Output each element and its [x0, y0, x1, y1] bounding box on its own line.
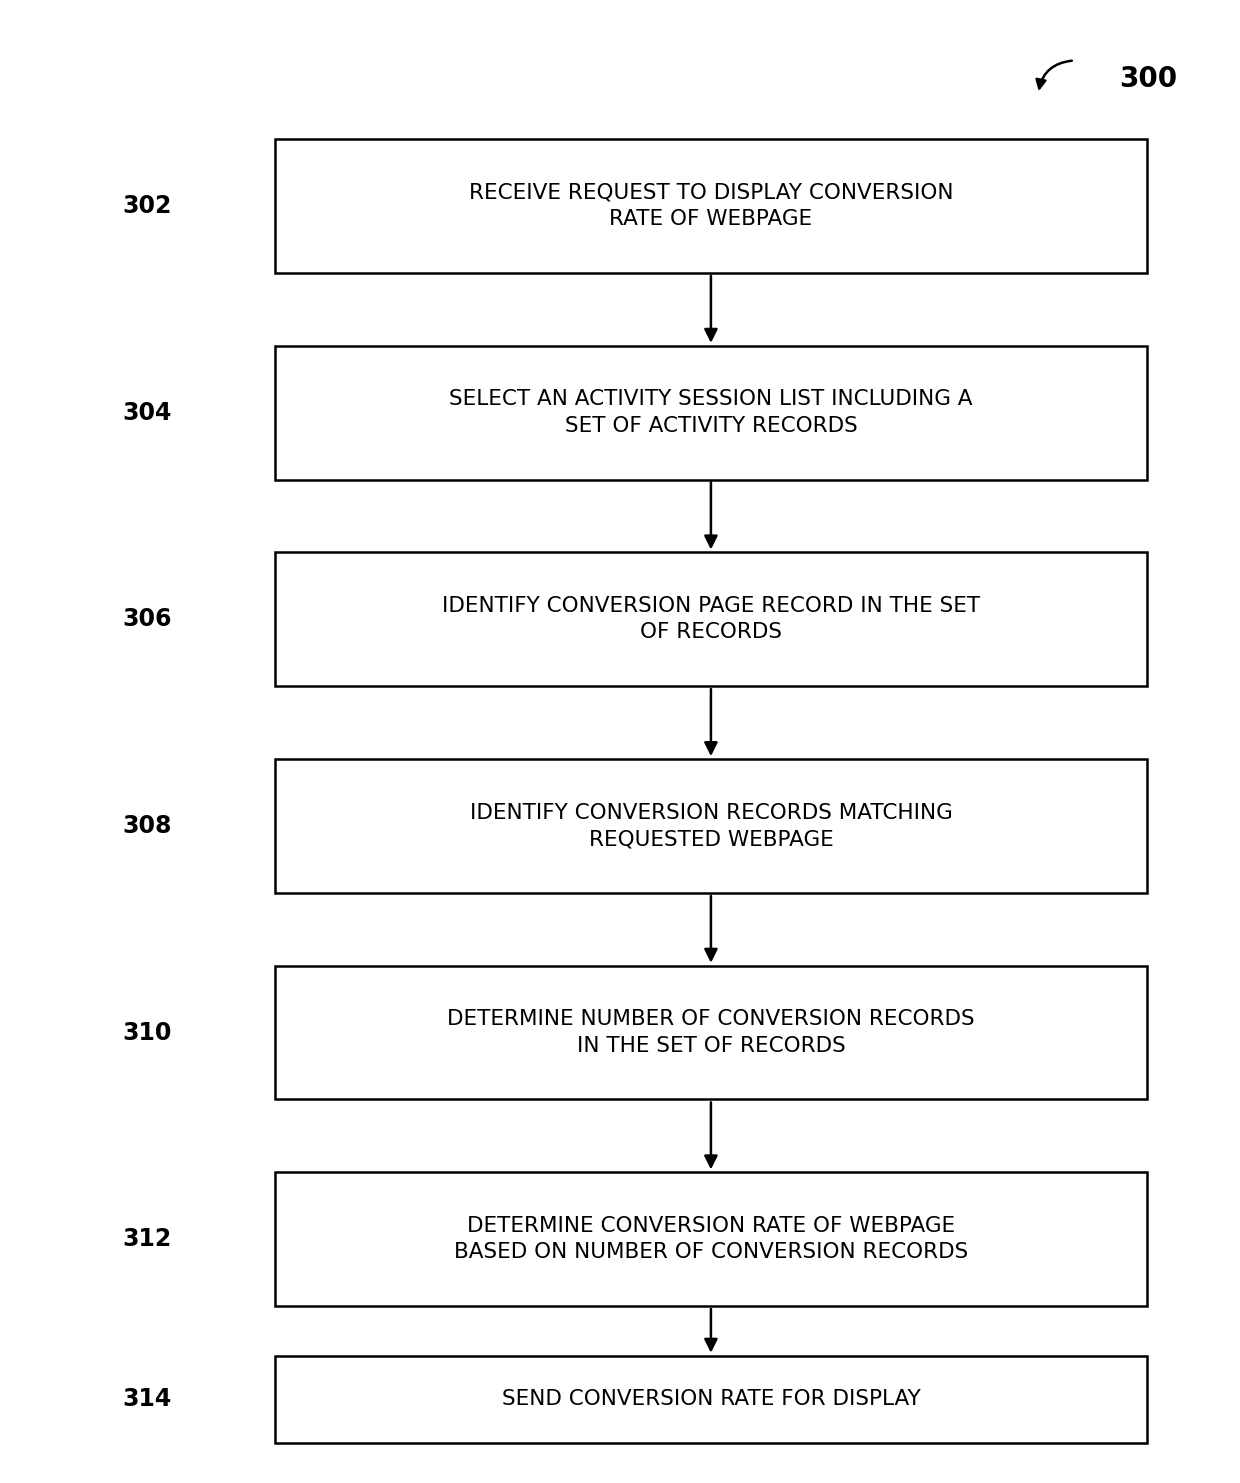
- Bar: [274, 759, 1147, 893]
- Text: 300: 300: [1120, 65, 1178, 93]
- Bar: [274, 1172, 1147, 1307]
- Text: IDENTIFY CONVERSION RECORDS MATCHING
REQUESTED WEBPAGE: IDENTIFY CONVERSION RECORDS MATCHING REQ…: [470, 802, 952, 850]
- Text: 310: 310: [122, 1020, 171, 1044]
- Text: DETERMINE CONVERSION RATE OF WEBPAGE
BASED ON NUMBER OF CONVERSION RECORDS: DETERMINE CONVERSION RATE OF WEBPAGE BAS…: [454, 1216, 968, 1262]
- Bar: [274, 552, 1147, 687]
- Text: SEND CONVERSION RATE FOR DISPLAY: SEND CONVERSION RATE FOR DISPLAY: [501, 1390, 920, 1409]
- Text: RECEIVE REQUEST TO DISPLAY CONVERSION
RATE OF WEBPAGE: RECEIVE REQUEST TO DISPLAY CONVERSION RA…: [469, 182, 954, 230]
- Text: 308: 308: [122, 814, 171, 838]
- Text: DETERMINE NUMBER OF CONVERSION RECORDS
IN THE SET OF RECORDS: DETERMINE NUMBER OF CONVERSION RECORDS I…: [448, 1010, 975, 1056]
- Text: 312: 312: [123, 1228, 171, 1252]
- Text: 306: 306: [122, 607, 171, 632]
- Text: 314: 314: [123, 1387, 171, 1412]
- Text: 304: 304: [122, 400, 171, 424]
- Text: SELECT AN ACTIVITY SESSION LIST INCLUDING A
SET OF ACTIVITY RECORDS: SELECT AN ACTIVITY SESSION LIST INCLUDIN…: [449, 390, 972, 436]
- Bar: [274, 965, 1147, 1099]
- Bar: [274, 139, 1147, 273]
- Bar: [274, 346, 1147, 479]
- Text: IDENTIFY CONVERSION PAGE RECORD IN THE SET
OF RECORDS: IDENTIFY CONVERSION PAGE RECORD IN THE S…: [441, 596, 980, 642]
- Text: 302: 302: [122, 194, 171, 218]
- Bar: [274, 1355, 1147, 1443]
